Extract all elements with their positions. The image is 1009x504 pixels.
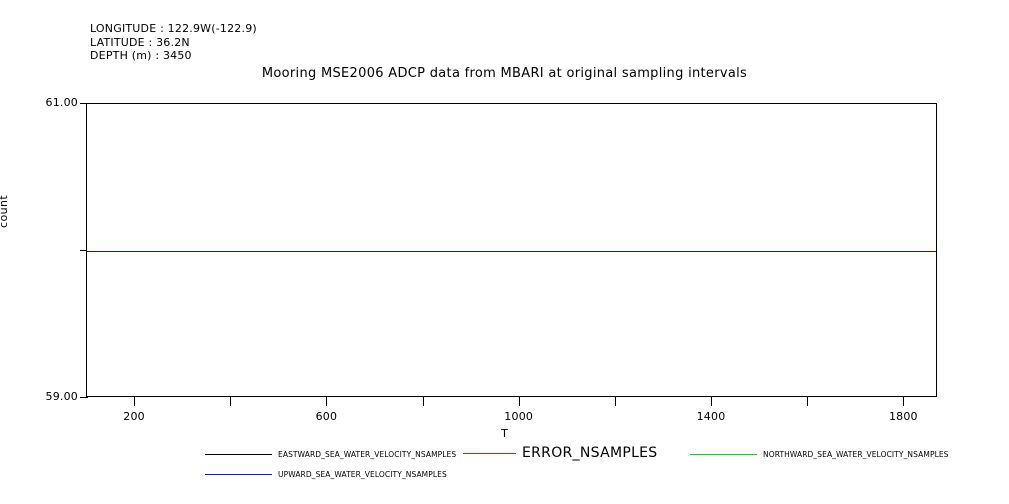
legend-color-swatch xyxy=(463,452,516,454)
y-axis-tick-label: 59.00 xyxy=(45,390,78,403)
y-axis-tick xyxy=(80,250,88,251)
x-axis-tick-label: 1400 xyxy=(696,410,726,423)
longitude-text: LONGITUDE : 122.9W(-122.9) xyxy=(90,22,257,35)
legend-color-swatch xyxy=(205,473,272,475)
x-axis-tick xyxy=(230,397,232,406)
series-container xyxy=(87,104,936,396)
x-axis-tick-label: 1800 xyxy=(888,410,918,423)
y-axis-tick xyxy=(80,103,88,104)
series-line xyxy=(87,251,936,252)
legend-label: NORTHWARD_SEA_WATER_VELOCITY_NSAMPLES xyxy=(763,449,949,459)
chart-title: Mooring MSE2006 ADCP data from MBARI at … xyxy=(261,66,748,81)
legend-item: EASTWARD_SEA_WATER_VELOCITY_NSAMPLES xyxy=(205,446,456,462)
legend-item: UPWARD_SEA_WATER_VELOCITY_NSAMPLES xyxy=(205,466,447,482)
x-axis-tick-label: 1000 xyxy=(504,410,534,423)
legend-label: ERROR_NSAMPLES xyxy=(522,445,658,461)
legend-label: EASTWARD_SEA_WATER_VELOCITY_NSAMPLES xyxy=(278,449,457,459)
legend-color-swatch xyxy=(205,453,272,455)
latitude-text: LATITUDE : 36.2N xyxy=(90,35,190,49)
x-axis-tick xyxy=(134,397,136,406)
x-axis-tick xyxy=(518,397,520,406)
plot-area xyxy=(86,103,937,397)
x-axis-label: T xyxy=(501,427,508,440)
station-metadata: LONGITUDE : 122.9W(-122.9) LATITUDE : 36… xyxy=(90,22,257,63)
depth-text: DEPTH (m) : 3450 xyxy=(90,49,192,62)
x-axis-tick xyxy=(614,397,616,406)
y-axis-tick-label: 61.00 xyxy=(45,96,78,109)
x-axis-tick xyxy=(326,397,328,406)
y-axis-tick xyxy=(80,397,88,398)
legend-color-swatch xyxy=(690,453,757,455)
legend-item: ERROR_NSAMPLES xyxy=(463,445,658,461)
legend-label: UPWARD_SEA_WATER_VELOCITY_NSAMPLES xyxy=(278,469,447,479)
x-axis-tick-label: 200 xyxy=(123,410,145,423)
x-axis-tick-label: 600 xyxy=(315,410,338,423)
x-axis-tick xyxy=(807,397,809,406)
legend-item: NORTHWARD_SEA_WATER_VELOCITY_NSAMPLES xyxy=(690,446,949,462)
x-axis-tick xyxy=(903,397,905,406)
chart-legend: EASTWARD_SEA_WATER_VELOCITY_NSAMPLES ERRO… xyxy=(0,444,1009,494)
x-axis-tick xyxy=(422,397,424,406)
x-axis-tick xyxy=(711,397,713,406)
y-axis-label: count xyxy=(0,194,10,228)
